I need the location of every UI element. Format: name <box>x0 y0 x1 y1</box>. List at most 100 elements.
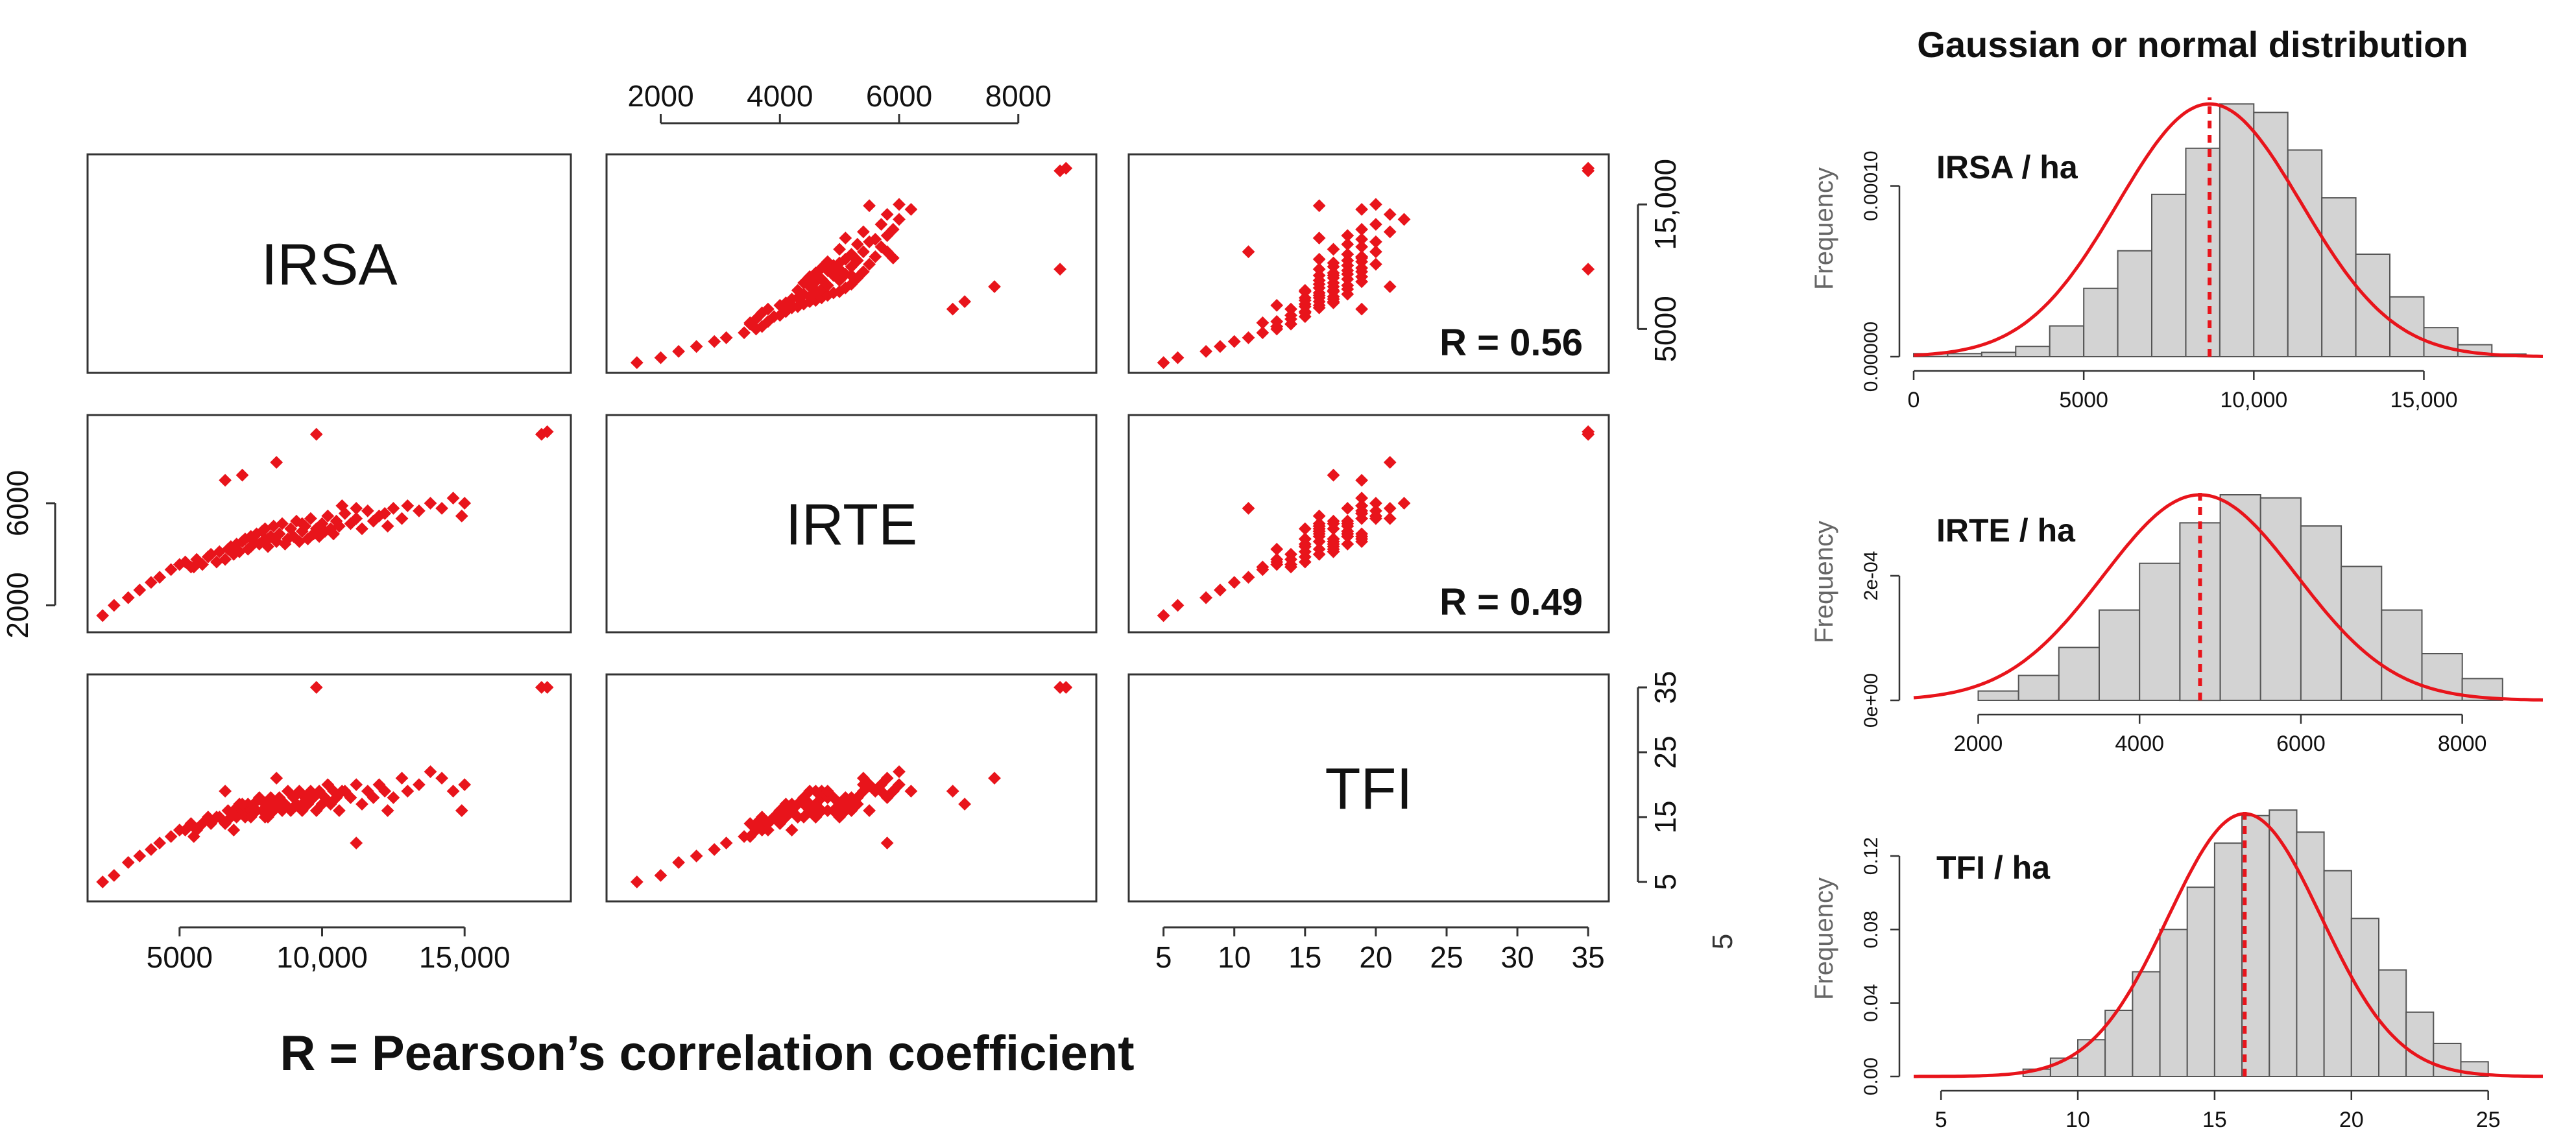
hist-irsa-bar <box>2423 327 2459 358</box>
scatter-point <box>1171 351 1185 364</box>
scatter-point <box>1312 263 1326 276</box>
scatter-point <box>1270 315 1284 328</box>
panel-box <box>1127 153 1610 374</box>
scatter-point <box>378 785 392 798</box>
hist-tfi-x-tick-label: 10 <box>2065 1108 2090 1129</box>
scatter-matrix-title: R = Pearson’s correlation coefficient <box>280 1026 1134 1081</box>
hist-irsa-y-tick-label: 0.00000 <box>1860 322 1882 392</box>
hist-irsa-bar <box>2253 112 2289 357</box>
scatter-point <box>958 798 971 811</box>
scatter-point <box>1383 208 1397 221</box>
scatter-point <box>1298 522 1312 536</box>
hist-irsa-x-tick-label: 5000 <box>2059 388 2108 412</box>
scatter-point <box>153 837 166 850</box>
scatter-point <box>413 504 426 517</box>
scatter-point <box>904 785 918 798</box>
diagonal-variable-label: IRSA <box>261 233 397 298</box>
scatter-point <box>1355 506 1368 520</box>
scatter-point <box>350 837 363 850</box>
left-axis-irte-label: 2000 <box>1 572 34 638</box>
scatter-point <box>295 798 309 811</box>
scatter-point <box>1355 252 1368 265</box>
right-axis-irsa-label: 5000 <box>1648 296 1682 362</box>
scatter-point <box>1312 252 1326 266</box>
scatter-point <box>1298 283 1312 297</box>
hist-irsa-bar <box>2287 149 2323 357</box>
scatter-point <box>1256 316 1270 329</box>
scatter-point <box>1355 473 1368 487</box>
hist-irte-x-tick-label: 6000 <box>2276 731 2326 756</box>
hist-irsa-normal-curve <box>1913 102 2544 358</box>
hist-irte-x-tick-label: 4000 <box>2115 731 2164 756</box>
scatter-point <box>1355 233 1368 246</box>
scatter-point <box>270 772 283 785</box>
hist-tfi-bar <box>2077 1039 2106 1078</box>
scatter-point <box>1397 213 1411 226</box>
hist-tfi-bar <box>2132 971 2161 1077</box>
scatter-point <box>1059 681 1073 694</box>
hist-irte-bar <box>2058 647 2101 702</box>
scatter-point <box>857 772 870 785</box>
scatter-point <box>335 785 349 798</box>
scatter-point <box>1369 198 1382 211</box>
bottom-axis-tfi-label: 25 <box>1430 940 1463 974</box>
scatter-point <box>708 335 721 348</box>
scatter-point <box>235 798 249 811</box>
scatter-point <box>107 869 121 882</box>
scatter-point <box>219 553 232 566</box>
scatter-point <box>762 302 775 316</box>
hist-tfi-y-tick-label: 0.04 <box>1860 984 1882 1021</box>
scatter-point <box>1227 576 1241 589</box>
right-axis-tfi-label: 15 <box>1648 800 1682 833</box>
scatter-point <box>1157 356 1170 370</box>
scatter-point <box>350 512 363 525</box>
scatter-point <box>988 280 1001 293</box>
scatter-point <box>1383 512 1397 525</box>
scatter-point <box>1242 502 1255 515</box>
scatter-point <box>1369 504 1382 517</box>
hist-irte-bar <box>2300 525 2342 701</box>
scatter-point <box>1298 555 1312 569</box>
scatter-point <box>1355 203 1368 216</box>
hist-irsa-x-tick-label: 10,000 <box>2220 388 2287 412</box>
right-axis-tfi-label: 35 <box>1648 671 1682 704</box>
scatter-point <box>270 456 283 469</box>
hist-irte-bar <box>2381 609 2423 702</box>
scatter-point <box>839 232 852 244</box>
scatter-point <box>845 248 858 261</box>
hist-irsa-bar <box>2389 296 2425 357</box>
hist-irte-bar <box>2139 562 2181 702</box>
hist-irte-y-axis-label: Frequency <box>1810 521 1838 643</box>
scatter-point <box>455 509 468 523</box>
scatter-point <box>1369 257 1382 271</box>
scatter-point <box>850 237 864 251</box>
correlation-annotation: R = 0.56 <box>1439 322 1583 364</box>
scatter-point <box>327 527 340 541</box>
scatter-point <box>1369 497 1382 510</box>
hist-tfi-title: TFI / ha <box>1936 850 2051 886</box>
scatter-point <box>1227 335 1241 348</box>
scatter-point <box>1369 218 1382 231</box>
scatter-point <box>309 427 323 441</box>
hist-tfi-bar <box>2405 1011 2435 1078</box>
scatter-point <box>1369 235 1382 248</box>
scatter-point <box>381 804 394 817</box>
hist-irsa-bar <box>1947 353 1982 357</box>
scatter-point <box>1256 560 1270 574</box>
panel-box <box>1127 673 1610 903</box>
scatter-point <box>1341 538 1354 551</box>
scatter-point <box>719 837 733 850</box>
scatter-point <box>187 560 200 574</box>
hist-irte-title: IRTE / ha <box>1936 512 2076 549</box>
scatter-point <box>874 218 888 231</box>
bottom-axis-tfi-label: 15 <box>1288 940 1321 974</box>
diagonal-variable-label: TFI <box>1325 757 1413 822</box>
scatter-point <box>387 502 400 515</box>
scatter-point <box>1383 225 1397 239</box>
scatter-point <box>1327 468 1340 482</box>
scatter-point <box>121 856 135 869</box>
scatter-point <box>1355 527 1368 541</box>
scatter-point <box>672 345 685 358</box>
scatter-point <box>1355 499 1368 512</box>
